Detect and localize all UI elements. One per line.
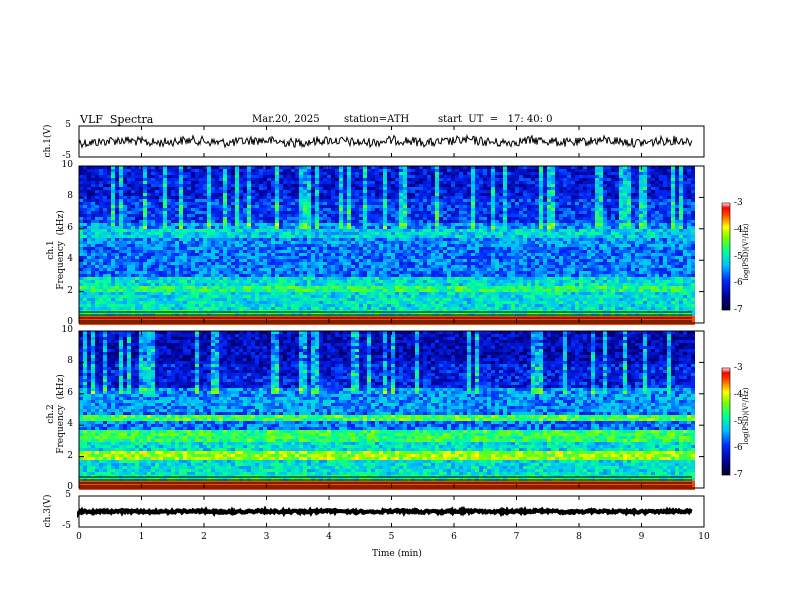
x-tick-label-6: 6 bbox=[451, 532, 457, 542]
ch2-ytick-label-0: 0 bbox=[67, 482, 73, 492]
ch2-ytick-label-8: 8 bbox=[67, 356, 73, 367]
ch2-colorbar-tick--3: -3 bbox=[734, 363, 743, 373]
ch1-spectrogram-cells bbox=[79, 166, 695, 325]
x-tick-label-4: 4 bbox=[326, 532, 332, 542]
ch2-colorbar-tick--4: -4 bbox=[734, 389, 743, 400]
ch2-ytick-label-4: 4 bbox=[67, 419, 73, 430]
ch2-spectrogram-cells bbox=[79, 331, 695, 490]
x-tick-label-9: 9 bbox=[638, 532, 645, 542]
ch1-colorbar-tick--6: -6 bbox=[734, 278, 743, 289]
ch1-waveform-ytick--5: -5 bbox=[62, 151, 71, 161]
ch1-colorbar bbox=[722, 203, 730, 311]
ch1-ytick-label-4: 4 bbox=[67, 254, 73, 265]
x-tick-label-7: 7 bbox=[513, 532, 520, 542]
x-tick-label-0: 0 bbox=[76, 532, 82, 542]
ch1-colorbar-tick--7: -7 bbox=[734, 305, 743, 315]
chart-title: VLF Spectra bbox=[80, 113, 154, 126]
ch2-colorbar-label: log(PSD)(V²/Hz) bbox=[742, 387, 750, 445]
ch1-ytick-label-0: 0 bbox=[67, 317, 73, 327]
ch3-waveform-ytick-5: 5 bbox=[65, 490, 71, 500]
ch2-colorbar-tick--7: -7 bbox=[734, 470, 743, 480]
ch2-ytick-label-6: 6 bbox=[67, 387, 73, 398]
ch3-waveform-line bbox=[77, 505, 693, 519]
ch1-spectrogram-ylabel: ch.1 Frequency (kHz) bbox=[46, 210, 66, 290]
ch1-waveform-ylabel: ch.1(V) bbox=[43, 124, 53, 158]
ch1-ytick-label-2: 2 bbox=[67, 285, 73, 296]
date-label: Mar.20, 2025 bbox=[252, 114, 320, 125]
x-axis-label: Time (min) bbox=[372, 549, 422, 559]
ch2-colorbar-frame bbox=[721, 367, 731, 476]
ch2-ytick-label-2: 2 bbox=[67, 450, 73, 461]
start-ut-label: start UT = 17: 40: 0 bbox=[438, 114, 553, 125]
ch1-colorbar-tick--4: -4 bbox=[734, 224, 743, 235]
ch2-colorbar bbox=[722, 368, 730, 476]
x-tick-label-2: 2 bbox=[201, 532, 207, 542]
ch1-colorbar-frame bbox=[721, 202, 731, 311]
ch1-colorbar-tick--3: -3 bbox=[734, 198, 743, 208]
ch2-ytick-label-10: 10 bbox=[61, 325, 73, 335]
ch1-ytick-label-10: 10 bbox=[61, 160, 73, 170]
x-tick-label-5: 5 bbox=[388, 532, 395, 542]
ch3-waveform-ytick--5: -5 bbox=[62, 521, 71, 531]
ch3-waveform-ylabel: ch.3(V) bbox=[43, 494, 53, 528]
ch1-ytick-label-8: 8 bbox=[67, 191, 73, 202]
ch1-waveform-ytick-5: 5 bbox=[65, 120, 71, 130]
x-tick-label-8: 8 bbox=[576, 532, 582, 542]
ch2-colorbar-tick--6: -6 bbox=[734, 443, 743, 454]
station-label: station=ATH bbox=[344, 114, 410, 125]
x-tick-label-3: 3 bbox=[263, 532, 270, 542]
x-tick-label-10: 10 bbox=[698, 532, 710, 542]
ch1-colorbar-label: log(PSD)(V²/Hz) bbox=[742, 223, 750, 281]
ch1-ytick-label-6: 6 bbox=[67, 222, 73, 233]
x-tick-label-1: 1 bbox=[138, 532, 145, 542]
ch1-waveform-line bbox=[78, 133, 693, 149]
ch1-colorbar-tick--5: -5 bbox=[734, 251, 743, 262]
ch2-colorbar-tick--5: -5 bbox=[734, 416, 743, 427]
ch2-spectrogram-ylabel: ch.2 Frequency (kHz) bbox=[46, 374, 66, 454]
